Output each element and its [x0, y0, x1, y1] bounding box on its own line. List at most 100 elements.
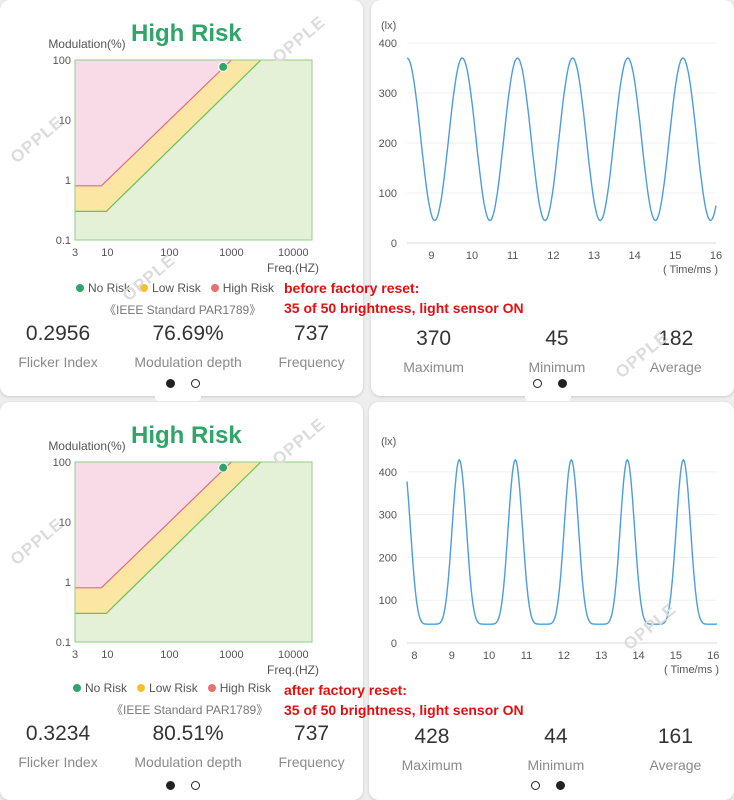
- flicker-metrics: 0.3234 Flicker Index 80.51% Modulation dep…: [0, 722, 363, 770]
- risk-title: High Risk: [131, 422, 242, 449]
- x-tick-label: 9: [428, 250, 434, 262]
- y-tick-label: 300: [379, 510, 397, 522]
- y-tick-label: 0.1: [56, 235, 71, 247]
- page-indicator[interactable]: [533, 379, 567, 388]
- x-axis-label: Freq.(HZ): [267, 261, 319, 275]
- y-tick-label: 10: [59, 517, 71, 529]
- page-dot-active[interactable]: [558, 379, 567, 388]
- average: 182 Average: [649, 327, 702, 375]
- illuminance-metrics: 428 Maximum 44 Minimum 161 Average: [369, 725, 734, 773]
- plot-frame: [74, 461, 313, 643]
- page-indicator[interactable]: [166, 781, 200, 790]
- risk-legend: No Risk Low Risk High Risk: [76, 281, 274, 295]
- x-tick-label: 15: [670, 650, 682, 662]
- risk-title: High Risk: [131, 20, 242, 47]
- y-tick-label: 0: [391, 238, 397, 250]
- waveform-line: [406, 458, 717, 625]
- average: 161 Average: [649, 725, 702, 773]
- y-tick-label: 0: [391, 638, 397, 650]
- x-tick-label: 10: [466, 250, 478, 262]
- x-tick-label: 1000: [219, 247, 243, 259]
- y-tick-label: 0.1: [56, 637, 71, 649]
- risk-chart-bottom: 3 10 100 1000 10000 100 10 1 0.1 Modulation(%) Fre…: [48, 439, 319, 677]
- waveform-chart-top: 0 100 200 300 400 9 10 11 12 13 14 15 16 (lx) ( Time/m…: [379, 20, 722, 276]
- note-line-2: 35 of 50 brightness, light sensor ON: [284, 702, 524, 718]
- x-tick-label: 100: [160, 247, 178, 259]
- page-dot-active[interactable]: [166, 379, 175, 388]
- risk-chart-top: 3 10 100 1000 10000 100 10 1 0.1 Modulation(%) Fre…: [48, 37, 319, 275]
- legend-high-risk: High Risk: [207, 681, 271, 695]
- modulation-depth: 76.69% Modulation depth: [134, 322, 242, 370]
- high-risk-region: [75, 60, 232, 186]
- x-tick-label: 14: [629, 250, 641, 262]
- page-dot-active[interactable]: [166, 781, 175, 790]
- y-axis-label: (lx): [381, 20, 396, 32]
- card-tab: [525, 396, 571, 401]
- low-risk-region: [75, 462, 261, 614]
- x-tick-label: 13: [588, 250, 600, 262]
- high-risk-region: [75, 462, 232, 588]
- y-tick-label: 200: [379, 552, 397, 564]
- high-risk-boundary: [75, 59, 232, 187]
- illuminance-metrics: 370 Maximum 45 Minimum 182 Average: [371, 327, 734, 375]
- y-tick-label: 200: [379, 138, 397, 150]
- legend-low-risk: Low Risk: [140, 281, 201, 295]
- flicker-index: 0.3234 Flicker Index: [18, 722, 98, 770]
- waveform-line: [406, 57, 717, 222]
- x-tick-label: 3: [72, 649, 78, 661]
- page-indicator[interactable]: [166, 379, 200, 388]
- page-dot[interactable]: [191, 781, 200, 790]
- y-axis-label: (lx): [381, 436, 396, 448]
- page-dot[interactable]: [531, 781, 540, 790]
- waveform-panel-top[interactable]: 0 100 200 300 400 9 10 11 12 13 14 15 16 (lx) ( Time/m…: [371, 0, 734, 396]
- legend-no-risk: No Risk: [73, 681, 127, 695]
- risk-panel-top[interactable]: 3 10 100 1000 10000 100 10 1 0.1 Modulation(%) Fre…: [0, 0, 363, 396]
- y-tick-label: 100: [53, 457, 71, 469]
- y-tick-label: 10: [59, 115, 71, 127]
- annotation-after: after factory reset: 35 of 50 brightness…: [284, 680, 524, 720]
- x-tick-label: 12: [547, 250, 559, 262]
- x-tick-label: 10000: [278, 649, 309, 661]
- x-tick-label: 16: [707, 650, 719, 662]
- y-tick-label: 100: [379, 595, 397, 607]
- legend-high-risk: High Risk: [210, 281, 274, 295]
- low-risk-boundary: [75, 59, 262, 212]
- page-dot[interactable]: [191, 379, 200, 388]
- flicker-metrics: 0.2956 Flicker Index 76.69% Modulation dep…: [0, 322, 363, 370]
- x-tick-label: 10: [101, 649, 113, 661]
- x-axis-label: ( Time/ms ): [664, 664, 719, 676]
- waveform-panel-bottom[interactable]: 0 100 200 300 400 8 9 10 11 12 13 14 15 16 (lx) ( Time/…: [369, 402, 734, 800]
- x-tick-label: 15: [669, 250, 681, 262]
- standard-label: 《IEEE Standard PAR1789》: [111, 703, 269, 717]
- risk-legend: No Risk Low Risk High Risk: [73, 681, 271, 695]
- y-tick-label: 300: [379, 88, 397, 100]
- y-tick-label: 400: [379, 467, 397, 479]
- x-tick-label: 3: [72, 247, 78, 259]
- x-tick-label: 14: [632, 650, 644, 662]
- maximum: 428 Maximum: [401, 725, 463, 773]
- x-tick-label: 12: [558, 650, 570, 662]
- y-tick-label: 100: [379, 188, 397, 200]
- risk-panel-bottom[interactable]: 3 10 100 1000 10000 100 10 1 0.1 Modulation(%) Fre…: [0, 402, 363, 800]
- x-tick-label: 13: [595, 650, 607, 662]
- measurement-point: [218, 61, 229, 72]
- x-axis-label: ( Time/ms ): [663, 264, 718, 276]
- x-tick-label: 11: [521, 650, 532, 662]
- maximum: 370 Maximum: [403, 327, 464, 375]
- y-tick-label: 1: [65, 175, 71, 187]
- page-indicator[interactable]: [531, 781, 565, 790]
- x-axis-label: Freq.(HZ): [267, 663, 319, 677]
- high-risk-boundary: [75, 461, 232, 589]
- x-tick-label: 100: [160, 649, 178, 661]
- minimum: 44 Minimum: [527, 725, 585, 773]
- annotation-before: before factory reset: 35 of 50 brightnes…: [284, 278, 524, 318]
- page-dot-active[interactable]: [556, 781, 565, 790]
- y-tick-label: 1: [65, 577, 71, 589]
- frequency: 737 Frequency: [278, 722, 345, 770]
- note-line-1: before factory reset:: [284, 280, 420, 296]
- legend-low-risk: Low Risk: [137, 681, 198, 695]
- page-dot[interactable]: [533, 379, 542, 388]
- y-axis-label: Modulation(%): [48, 37, 125, 51]
- waveform-chart-bottom: 0 100 200 300 400 8 9 10 11 12 13 14 15 16 (lx) ( Time/…: [379, 436, 720, 676]
- x-tick-label: 10: [101, 247, 113, 259]
